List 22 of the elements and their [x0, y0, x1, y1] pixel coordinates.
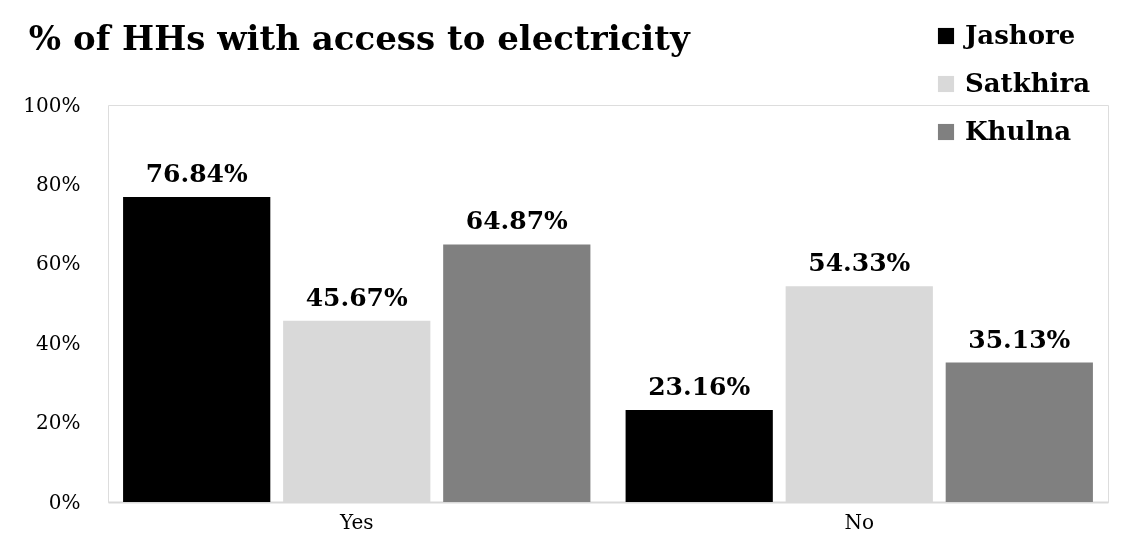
data-label: 76.84%	[145, 158, 248, 188]
chart-title: % of HHs with access to electricity	[28, 18, 691, 58]
legend-label: Khulna	[965, 116, 1072, 146]
bar	[625, 410, 773, 502]
data-label: 64.87%	[465, 206, 569, 236]
legend-label: Satkhira	[965, 68, 1091, 98]
data-label: 35.13%	[968, 324, 1071, 354]
y-tick-label: 0%	[48, 489, 81, 514]
data-label: 54.33%	[808, 248, 911, 278]
y-tick-label: 60%	[36, 251, 81, 276]
x-tick-label: No	[844, 509, 875, 534]
data-label: 45.67%	[305, 282, 408, 312]
y-tick-label: 40%	[36, 330, 81, 355]
bar	[945, 362, 1093, 502]
y-tick-label: 20%	[36, 410, 81, 435]
bar	[443, 244, 591, 502]
legend-label: Jashore	[963, 20, 1076, 50]
bar	[123, 196, 271, 502]
y-tick-label: 80%	[36, 171, 81, 196]
x-tick-label: Yes	[338, 509, 374, 534]
data-label: 23.16%	[648, 372, 751, 402]
y-tick-label: 100%	[23, 92, 81, 117]
